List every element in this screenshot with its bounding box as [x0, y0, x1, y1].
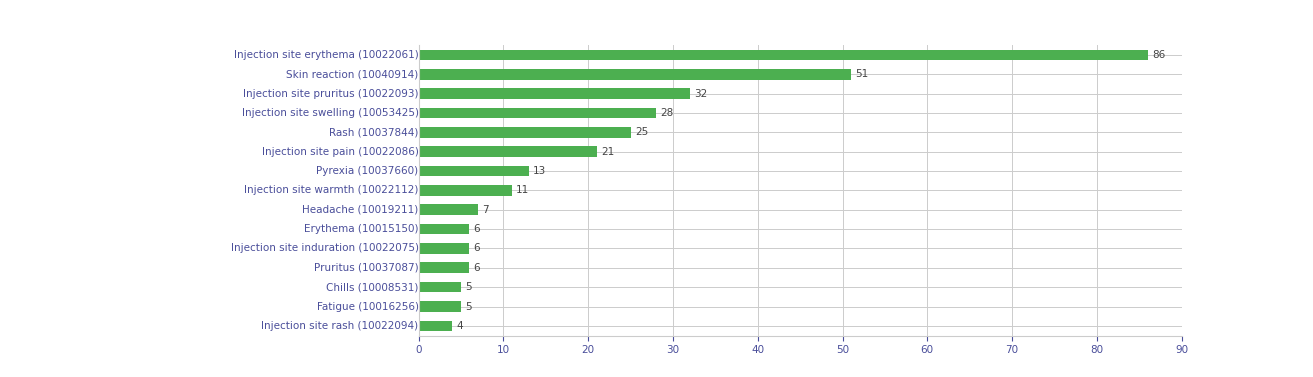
- Bar: [419, 166, 529, 176]
- Text: Headache (10019211): Headache (10019211): [302, 205, 419, 215]
- Bar: [419, 301, 461, 312]
- Text: 6: 6: [474, 244, 481, 253]
- Text: 7: 7: [482, 205, 488, 215]
- Bar: [419, 224, 470, 234]
- Text: 51: 51: [855, 69, 868, 79]
- Text: Injection site rash (10022094): Injection site rash (10022094): [261, 321, 419, 331]
- Bar: [419, 282, 461, 293]
- Text: 25: 25: [634, 127, 649, 137]
- Text: 4: 4: [457, 321, 463, 331]
- Text: Skin reaction (10040914): Skin reaction (10040914): [286, 69, 419, 79]
- Text: Injection site swelling (10053425): Injection site swelling (10053425): [242, 108, 419, 118]
- Bar: [419, 146, 596, 157]
- Bar: [419, 185, 512, 196]
- Bar: [419, 243, 470, 254]
- Text: 32: 32: [695, 89, 708, 99]
- Text: Injection site warmth (10022112): Injection site warmth (10022112): [244, 185, 419, 195]
- Text: Erythema (10015150): Erythema (10015150): [305, 224, 419, 234]
- Bar: [419, 50, 1148, 60]
- Bar: [419, 127, 630, 138]
- Bar: [419, 108, 656, 118]
- Text: 28: 28: [660, 108, 674, 118]
- Text: Injection site induration (10022075): Injection site induration (10022075): [231, 244, 419, 253]
- Text: 11: 11: [516, 185, 529, 195]
- Text: Chills (10008531): Chills (10008531): [326, 282, 419, 292]
- Text: Injection site pruritus (10022093): Injection site pruritus (10022093): [243, 89, 419, 99]
- Text: 6: 6: [474, 263, 481, 273]
- Text: Pruritus (10037087): Pruritus (10037087): [314, 263, 419, 273]
- Bar: [419, 88, 689, 99]
- Text: Injection site pain (10022086): Injection site pain (10022086): [261, 147, 419, 157]
- Text: 86: 86: [1152, 50, 1165, 60]
- Text: Injection site erythema (10022061): Injection site erythema (10022061): [234, 50, 419, 60]
- Text: 5: 5: [465, 282, 471, 292]
- Text: Pyrexia (10037660): Pyrexia (10037660): [316, 166, 419, 176]
- Text: 6: 6: [474, 224, 481, 234]
- Text: 13: 13: [533, 166, 546, 176]
- Bar: [419, 320, 453, 331]
- Text: 21: 21: [601, 147, 614, 157]
- Text: 5: 5: [465, 302, 471, 311]
- Bar: [419, 262, 470, 273]
- Bar: [419, 69, 851, 80]
- Text: Rash (10037844): Rash (10037844): [330, 127, 419, 137]
- Text: Fatigue (10016256): Fatigue (10016256): [316, 302, 419, 311]
- Bar: [419, 204, 478, 215]
